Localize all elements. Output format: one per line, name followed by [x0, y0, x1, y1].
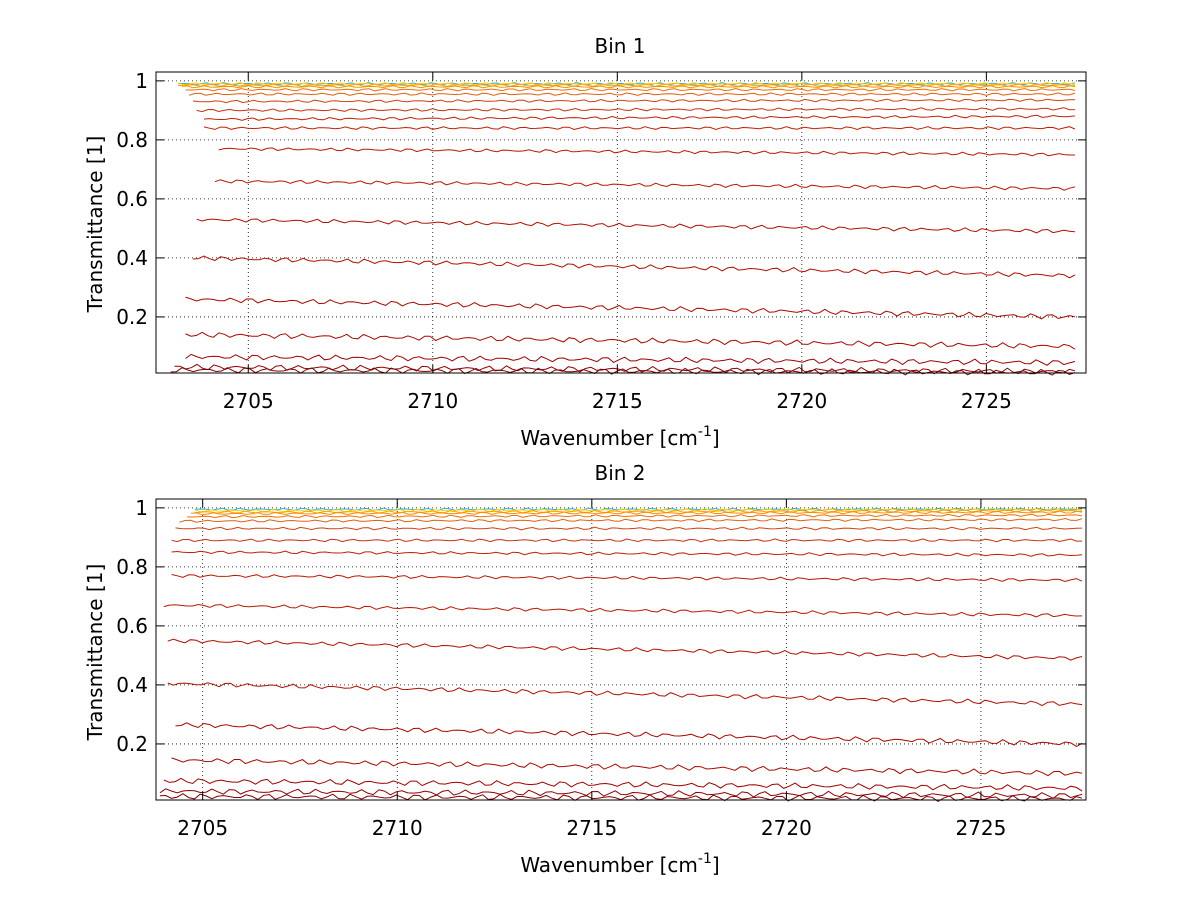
series-line [189, 92, 1076, 96]
x-tick-label: 2710 [407, 389, 458, 413]
x-tick-label: 2720 [776, 389, 827, 413]
y-tick-label: 0.2 [116, 732, 148, 756]
series-line [203, 126, 1076, 131]
series-line [163, 603, 1083, 618]
x-tick-labels: 2705 2710 2715 2720 2725 [223, 389, 1012, 413]
series-line [167, 638, 1083, 661]
grid-lines [156, 72, 1086, 373]
series-line [171, 757, 1083, 777]
x-tick-label: 2710 [372, 816, 423, 840]
series-line [174, 363, 1076, 375]
x-axis-label: Wavenumber [cm-1] [520, 424, 719, 450]
x-tick-label: 2705 [223, 389, 274, 413]
axes-frame [155, 71, 1087, 374]
y-axis-label: Transmittance [1] [83, 136, 107, 314]
series-line [171, 574, 1083, 583]
y-tick-label: 0.8 [116, 128, 148, 152]
series-line [175, 722, 1083, 747]
series-line [181, 85, 1075, 89]
x-tick-label: 2715 [592, 389, 643, 413]
series-line [185, 87, 1075, 92]
y-tick-label: 0.6 [116, 614, 148, 638]
series-line [190, 510, 1083, 516]
y-tick-label: 0.2 [116, 305, 148, 329]
x-axis-label-exponent: -1 [698, 424, 712, 440]
x-axis-label-exponent: -1 [698, 851, 712, 867]
x-tick-label: 2705 [177, 816, 228, 840]
y-tick-label: 1 [135, 496, 148, 520]
x-axis-label-main: Wavenumber [cm [520, 853, 698, 877]
chart-panel-bin2: Bin 2 2705 2710 2715 2720 2725 0.2 0.4 0.6 0.8 1… [83, 461, 1087, 877]
series-line [171, 550, 1083, 557]
series-line [167, 682, 1083, 707]
series-line [218, 147, 1075, 157]
axes-frame [155, 498, 1087, 801]
y-tick-label: 0.4 [116, 246, 148, 270]
series-group [170, 82, 1076, 376]
series-line [192, 255, 1076, 279]
series-line [185, 331, 1076, 350]
series-line [171, 538, 1083, 543]
chart-title: Bin 2 [594, 461, 645, 485]
series-line [159, 788, 1083, 799]
x-tick-label: 2725 [961, 389, 1012, 413]
x-axis-label-suffix: ] [712, 853, 720, 877]
chart-title: Bin 1 [594, 34, 645, 58]
series-line [177, 82, 1075, 86]
grid-lines [156, 499, 1086, 800]
x-axis-label-main: Wavenumber [cm [520, 426, 698, 450]
y-tick-labels: 0.2 0.4 0.6 0.8 1 [116, 496, 148, 756]
x-tick-label: 2725 [955, 816, 1006, 840]
series-line [194, 507, 1083, 513]
y-tick-labels: 0.2 0.4 0.6 0.8 1 [116, 69, 148, 329]
series-line [185, 353, 1076, 366]
series-line [175, 526, 1083, 531]
y-tick-label: 0.4 [116, 673, 148, 697]
x-tick-label: 2715 [566, 816, 617, 840]
series-line [185, 296, 1076, 320]
x-tick-label: 2720 [761, 816, 812, 840]
y-axis-label: Transmittance [1] [83, 564, 107, 742]
series-line [187, 513, 1083, 519]
series-line [214, 179, 1076, 191]
x-tick-labels: 2705 2710 2715 2720 2725 [177, 816, 1006, 840]
series-line [179, 517, 1083, 523]
x-axis-label: Wavenumber [cm-1] [520, 851, 719, 877]
y-tick-label: 0.8 [116, 555, 148, 579]
series-line [196, 218, 1075, 234]
series-line [192, 98, 1075, 104]
y-tick-label: 0.6 [116, 187, 148, 211]
tick-marks [156, 72, 1086, 373]
chart-panel-bin1: Bin 1 2705 2710 2715 2720 2725 0.2 0.4 0.6 0.8 1… [83, 34, 1087, 450]
series-line [196, 107, 1075, 113]
series-line [163, 777, 1083, 792]
y-tick-label: 1 [135, 69, 148, 93]
series-group [159, 507, 1083, 802]
x-axis-label-suffix: ] [712, 426, 720, 450]
series-line [203, 114, 1075, 121]
tick-marks [156, 499, 1086, 800]
